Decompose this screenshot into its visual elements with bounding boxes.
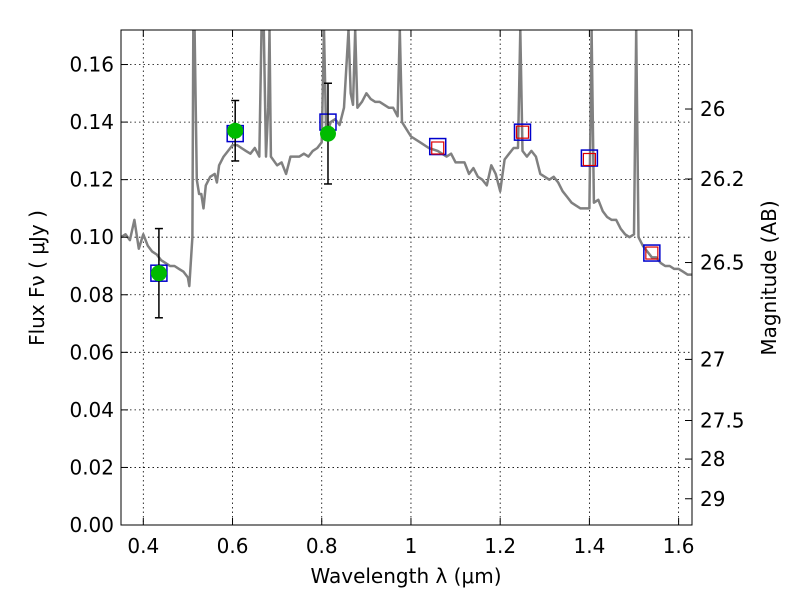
y-tick-label: 0.14 [69, 110, 114, 134]
right-tick-label: 26.2 [700, 167, 745, 191]
right-tick-label: 26 [700, 97, 725, 121]
model-photometry-marker [513, 123, 532, 141]
model-photometry-marker [643, 244, 661, 262]
x-tick-label: 0.4 [127, 534, 159, 558]
y-tick-label: 0.08 [69, 283, 114, 307]
predicted-photometry-marker [431, 141, 445, 155]
observed-data-point [150, 265, 167, 282]
right-tick-label: 26.5 [700, 251, 745, 275]
x-tick-label: 0.8 [306, 534, 338, 558]
x-tick-label: 1.2 [484, 534, 516, 558]
y-tick-label: 0.12 [69, 168, 114, 192]
y-tick-label: 0.10 [69, 225, 114, 249]
predicted-photometry-marker [582, 152, 596, 167]
y-tick-label: 0.16 [69, 53, 114, 77]
y-tick-label: 0.04 [69, 398, 114, 422]
right-axis-label: Magnitude (AB) [757, 200, 781, 355]
predicted-photometry-marker [645, 246, 659, 260]
y-axis-label: Flux Fν ( μJy ) [25, 210, 49, 346]
series-layer [121, 30, 692, 319]
x-tick-label: 1.6 [663, 534, 695, 558]
right-tick-label: 28 [700, 447, 725, 471]
plot-frame [120, 29, 693, 526]
right-tick-label: 27.5 [700, 409, 745, 433]
x-tick-label: 1 [405, 534, 418, 558]
predicted-photometry-marker [515, 125, 530, 139]
right-tick-label: 27 [700, 347, 725, 371]
axis-ticks: 0.4 0.6 0.8 1 1.2 1.4 1.6 0.00 0.02 0.04 0.06 0.08 0… [69, 30, 745, 558]
grid-lines [121, 30, 692, 526]
observed-data-point [227, 122, 244, 139]
plot-area-background [121, 30, 692, 525]
right-tick-label: 29 [700, 487, 725, 511]
y-tick-label: 0.06 [69, 340, 114, 364]
x-tick-label: 1.4 [573, 534, 605, 558]
sed-model-line [121, 30, 692, 288]
y-tick-label: 0.02 [69, 455, 114, 479]
observed-data-point [319, 125, 336, 142]
x-tick-label: 0.6 [217, 534, 249, 558]
y-tick-label: 0.00 [69, 513, 114, 537]
x-axis-label: Wavelength λ (μm) [310, 564, 501, 588]
